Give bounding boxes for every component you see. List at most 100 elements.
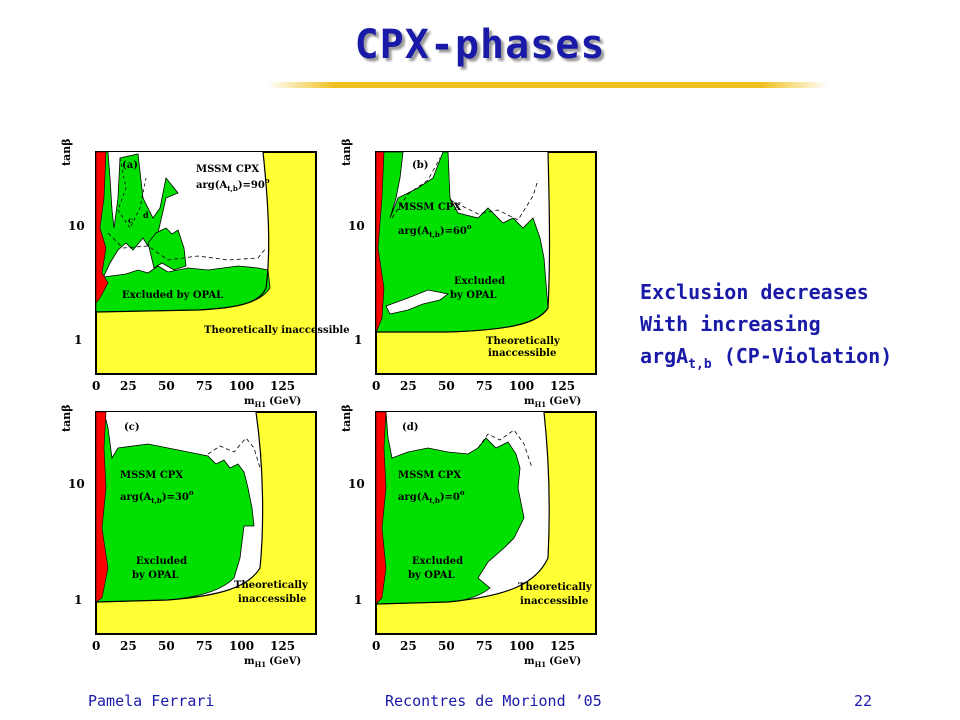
panel-b-xtick-0: 0 [372,379,380,393]
panel-d-ytick-10: 10 [348,477,365,491]
panel-a-xticks: 0 25 50 75 100 125 [92,379,295,393]
panel-a-peak [147,227,187,271]
exclusion-note: Exclusion decreases With increasing argA… [640,276,940,381]
panel-b-xtick-25: 25 [400,379,417,393]
panel-a-xlabel: mH1 (GeV) [244,396,301,409]
panel-d-dashed-contour [477,429,533,469]
panel-a-ytick-1: 1 [74,333,82,347]
panel-c-model: MSSM CPX [120,470,183,481]
panel-c-region-theory-2: inaccessible [238,594,306,605]
title-underline [268,82,828,88]
panel-b-region-theory-1: Theoretically [486,336,561,347]
panel-c: (c) MSSM CPX arg(At,b)=30o Excluded by O… [60,404,317,669]
panel-a-xtick-25: 25 [120,379,137,393]
panel-d-tag: (d) [402,422,418,433]
panel-c-tag: (c) [124,422,140,433]
panel-b-notch [385,289,449,315]
panel-a-red-region [95,151,109,304]
panel-a-xtick-0: 0 [92,379,100,393]
panel-c-dashed-contour [207,437,261,469]
panel-d-red-region [375,411,387,605]
panel-c-theory-boundary [95,411,264,603]
panel-c-region-excluded-2: by OPAL [132,570,179,581]
panel-a-excluded-region [95,151,179,284]
panel-b-dashed-contour [391,157,539,221]
panel-b-red-region [375,151,385,334]
panel-a-dashed-contour-2 [117,157,147,229]
panel-a-xtick-100: 100 [229,379,254,393]
panel-d-xticks: 0 25 50 75 100 125 [372,639,575,653]
panel-a-degree: o [265,176,270,185]
panel-a-xtick-75: 75 [196,379,213,393]
panel-b-xtick-75: 75 [476,379,493,393]
panel-c-xtick-0: 0 [92,639,100,653]
panel-a-phase-sub: t,b [227,184,238,193]
panel-a-ylabel: tanβ [60,138,73,166]
panel-d-ytick-1: 1 [354,593,362,607]
panel-c-red-region [95,411,109,603]
exclusion-note-line-3: argAt,b (CP-Violation) [640,344,893,372]
panel-c-xlabel: mH1 (GeV) [244,656,301,669]
panel-a-tag: (a) [122,160,138,171]
panel-b-xtick-50: 50 [438,379,455,393]
panel-c-xtick-100: 100 [229,639,254,653]
panel-c-xtick-25: 25 [120,639,137,653]
panel-b-model: MSSM CPX [398,202,461,213]
panel-b-ytick-10: 10 [348,219,365,233]
panel-b-ytick-1: 1 [354,333,362,347]
panel-c-region-theory-1: Theoretically [234,580,309,591]
panel-d-theory-boundary [375,411,550,605]
panel-a-mark-c: c [128,215,133,225]
panel-a-ytick-10: 10 [68,219,85,233]
panel-d-xtick-50: 50 [438,639,455,653]
panel-d-xtick-125: 125 [550,639,575,653]
panel-d-region-excluded-2: by OPAL [408,570,455,581]
panel-d-region-theory-2: inaccessible [520,596,588,607]
panel-c-phase: arg(At,b)=30o [120,488,194,505]
panel-a-xtick-125: 125 [270,379,295,393]
panel-b-region-excluded-2: by OPAL [450,290,497,301]
panel-c-ytick-1: 1 [74,593,82,607]
panel-c-region-excluded-1: Excluded [136,556,187,567]
panel-c-ytick-10: 10 [68,477,85,491]
exclusion-note-line-1: Exclusion decreases [640,280,869,304]
panel-d-model: MSSM CPX [398,470,461,481]
panel-b-xticks: 0 25 50 75 100 125 [372,379,575,393]
panel-a-theory-boundary [95,151,270,313]
panel-a-phase: arg(At,b)=90o [196,176,270,193]
exclusion-note-line-2: With increasing [640,312,821,336]
panel-b-theory-boundary [376,151,551,333]
panel-d-xtick-100: 100 [509,639,534,653]
footer-page-number: 22 [854,692,873,710]
panel-d-ylabel: tanβ [340,404,353,432]
panel-b-phase: arg(At,b)=60o [398,222,472,239]
panel-c-xtick-50: 50 [158,639,175,653]
panel-a-region-excluded: Excluded by OPAL [122,290,223,301]
panel-a-xtick-50: 50 [158,379,175,393]
panel-d-xtick-0: 0 [372,639,380,653]
panel-b-tag: (b) [412,160,428,171]
panel-a-dashed-contour [107,232,267,261]
panel-d-xlabel: mH1 (GeV) [524,656,581,669]
footer-conference: Recontres de Moriond ’05 [385,692,602,710]
panel-d-region-excluded-1: Excluded [412,556,463,567]
panel-a-region-theory-1: Theoretically inaccessible [204,325,350,336]
panel-a-model: MSSM CPX [196,164,259,175]
panel-d-xtick-25: 25 [400,639,417,653]
cpx-phases-figure: (a) MSSM CPX arg(At,b)=90o c d Excluded … [60,138,597,669]
panel-a-mark-d: d [143,210,149,220]
panel-b: (b) MSSM CPX arg(At,b)=60o Excluded by O… [340,138,597,409]
panel-c-ylabel: tanβ [60,404,73,432]
slide-title: CPX-phases [354,22,606,68]
panel-c-xticks: 0 25 50 75 100 125 [92,639,295,653]
panel-b-xlabel: mH1 (GeV) [524,396,581,409]
panel-b-region-excluded-1: Excluded [454,276,505,287]
panel-d-xtick-75: 75 [476,639,493,653]
panel-d-phase: arg(At,b)=0o [398,488,465,505]
footer-author: Pamela Ferrari [88,692,215,710]
panel-b-ylabel: tanβ [340,138,353,166]
panel-b-region-theory-2: inaccessible [488,348,556,359]
panel-b-xtick-100: 100 [509,379,534,393]
panel-c-xtick-75: 75 [196,639,213,653]
panel-d-region-theory-1: Theoretically [518,582,593,593]
